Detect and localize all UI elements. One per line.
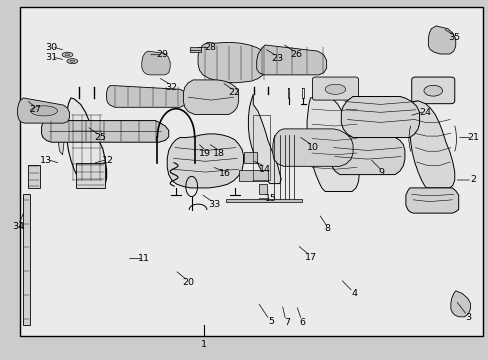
Polygon shape xyxy=(405,188,458,213)
Text: 21: 21 xyxy=(467,133,478,142)
Text: 28: 28 xyxy=(204,43,216,52)
Polygon shape xyxy=(58,122,66,155)
Polygon shape xyxy=(183,80,238,114)
Text: 13: 13 xyxy=(41,156,52,165)
Polygon shape xyxy=(41,120,168,142)
Text: 2: 2 xyxy=(469,175,475,184)
Polygon shape xyxy=(272,129,352,166)
FancyBboxPatch shape xyxy=(312,77,358,100)
Text: 32: 32 xyxy=(165,83,177,91)
Polygon shape xyxy=(23,194,30,325)
Text: 17: 17 xyxy=(304,253,316,262)
Text: 6: 6 xyxy=(299,318,305,327)
Text: 11: 11 xyxy=(138,254,150,263)
Text: 16: 16 xyxy=(219,169,230,178)
Ellipse shape xyxy=(62,52,73,57)
Polygon shape xyxy=(167,134,243,188)
Ellipse shape xyxy=(30,106,58,116)
Text: 30: 30 xyxy=(45,43,57,52)
Text: 27: 27 xyxy=(30,105,41,114)
Text: 35: 35 xyxy=(448,33,460,42)
Polygon shape xyxy=(427,26,455,54)
Polygon shape xyxy=(256,45,326,75)
Text: 25: 25 xyxy=(94,133,106,142)
Text: 7: 7 xyxy=(284,318,289,327)
Polygon shape xyxy=(18,98,69,123)
Text: 33: 33 xyxy=(207,200,220,209)
FancyBboxPatch shape xyxy=(20,7,482,336)
Polygon shape xyxy=(28,165,40,188)
Polygon shape xyxy=(243,152,256,163)
Text: 5: 5 xyxy=(268,317,274,325)
Polygon shape xyxy=(329,136,404,175)
Polygon shape xyxy=(409,101,454,188)
Polygon shape xyxy=(189,47,201,52)
Text: 1: 1 xyxy=(201,341,207,349)
Polygon shape xyxy=(76,163,105,188)
Text: 20: 20 xyxy=(182,278,194,287)
Text: 29: 29 xyxy=(156,50,168,59)
Polygon shape xyxy=(450,291,469,317)
Polygon shape xyxy=(106,86,186,107)
Polygon shape xyxy=(66,98,106,188)
Text: 4: 4 xyxy=(351,289,357,298)
Ellipse shape xyxy=(325,84,345,94)
Text: 9: 9 xyxy=(378,168,384,177)
Text: 22: 22 xyxy=(228,88,240,97)
Polygon shape xyxy=(341,96,419,138)
FancyBboxPatch shape xyxy=(411,77,454,104)
Text: 15: 15 xyxy=(265,194,277,203)
Text: 31: 31 xyxy=(45,53,57,62)
Text: 3: 3 xyxy=(465,313,470,322)
Text: 34: 34 xyxy=(12,222,24,231)
Polygon shape xyxy=(198,42,267,83)
Ellipse shape xyxy=(65,54,70,56)
Ellipse shape xyxy=(70,60,75,62)
Text: 14: 14 xyxy=(259,165,270,174)
Text: 24: 24 xyxy=(419,108,430,117)
Text: 19: 19 xyxy=(199,149,211,158)
Ellipse shape xyxy=(67,59,78,64)
Polygon shape xyxy=(248,94,281,184)
Text: 8: 8 xyxy=(324,224,330,233)
Polygon shape xyxy=(238,170,267,181)
Text: 26: 26 xyxy=(289,50,301,59)
Ellipse shape xyxy=(423,85,442,96)
Text: 12: 12 xyxy=(102,156,113,165)
Text: 23: 23 xyxy=(271,54,283,63)
Polygon shape xyxy=(142,51,170,75)
Polygon shape xyxy=(306,97,359,192)
Text: 10: 10 xyxy=(306,143,318,152)
Text: 18: 18 xyxy=(213,149,224,158)
Polygon shape xyxy=(225,199,302,202)
Polygon shape xyxy=(259,184,266,194)
